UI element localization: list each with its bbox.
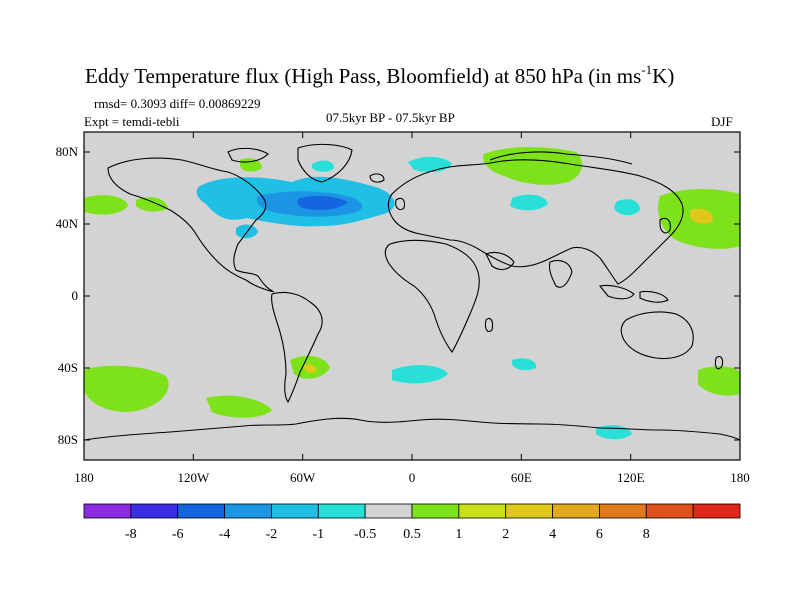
scandinavia-positive — [483, 147, 583, 185]
y-tick-label: 0 — [72, 288, 79, 303]
y-tick-label: 80N — [56, 144, 79, 159]
new-guinea-coast — [639, 290, 669, 303]
colorbar-label: 8 — [643, 527, 650, 542]
x-tick-label: 0 — [409, 470, 416, 485]
south-pacific-east-positive — [206, 395, 272, 418]
greenland-coast — [297, 143, 353, 183]
colorbar-swatch — [177, 503, 225, 519]
coastlines — [83, 143, 741, 441]
colorbar-swatch — [505, 503, 553, 519]
colorbar-swatch — [364, 503, 413, 519]
colorbar-swatch — [692, 503, 741, 519]
colorbar-label: -1 — [312, 527, 324, 542]
arctic-islands-coast — [227, 147, 269, 163]
east-asia-negative — [614, 199, 640, 216]
stats-label: rmsd= 0.3093 diff= 0.00869229 — [94, 96, 260, 111]
map-panel: 80N 40N 0 40S 80S 180 120W 60W 0 60E 120E 180 — [56, 131, 750, 485]
y-tick-label: 40S — [58, 360, 78, 375]
eurasia-coast — [387, 159, 684, 285]
figure-title: Eddy Temperature flux (High Pass, Bloomf… — [85, 62, 674, 88]
colorbar-label: -4 — [219, 527, 231, 542]
greenland-negative — [312, 160, 334, 172]
north-pacific-positive-core — [690, 208, 713, 224]
japan-coast — [659, 217, 671, 234]
colorbar-label: -2 — [266, 527, 278, 542]
south-pacific-positive — [84, 365, 169, 412]
colorbar-swatch — [458, 503, 507, 519]
x-tick-label: 120W — [177, 470, 210, 485]
madagascar-coast — [484, 317, 494, 333]
colorbar: -8 -6 -4 -2 -1 -0.5 0.5 1 2 4 6 8 — [83, 503, 741, 542]
new-zealand-coast — [714, 355, 724, 370]
south-atlantic-negative — [392, 365, 448, 384]
colorbar-swatch — [317, 503, 366, 519]
british-isles-coast — [395, 197, 406, 211]
colorbar-swatch — [224, 503, 272, 519]
north-pacific-east-positive — [136, 197, 168, 212]
iceland-coast — [369, 173, 385, 183]
colorbar-label: -6 — [172, 527, 184, 542]
x-tick-label: 180 — [74, 470, 94, 485]
colorbar-label: 4 — [549, 527, 556, 542]
colorbar-label: 6 — [596, 527, 603, 542]
australia-coast — [620, 311, 694, 360]
colorbar-label: -0.5 — [354, 527, 376, 542]
x-tick-label: 60E — [511, 470, 532, 485]
experiment-label: Expt = temdi-tebli — [84, 114, 180, 129]
indonesia-coast — [598, 284, 635, 300]
india-coast — [548, 259, 573, 288]
colorbar-label: 0.5 — [403, 527, 421, 542]
antarctica-coast — [83, 417, 741, 441]
arabia-coast — [485, 251, 515, 271]
anomaly-shading — [84, 147, 740, 440]
tasman-positive — [698, 366, 740, 396]
colorbar-swatch — [83, 503, 132, 519]
colorbar-swatch — [645, 503, 694, 519]
colorbar-swatch — [552, 503, 600, 519]
colorbar-label: 2 — [502, 527, 509, 542]
map-background — [84, 132, 740, 460]
x-tick-label: 180 — [730, 470, 750, 485]
arctic-eurasia-coast — [489, 151, 633, 165]
colorbar-label: 1 — [455, 527, 462, 542]
colorbar-label: -8 — [125, 527, 137, 542]
argentina-positive-core — [304, 364, 317, 373]
y-tick-label: 80S — [58, 432, 78, 447]
period-label: 07.5kyr BP - 07.5kyr BP — [326, 110, 455, 125]
season-label: DJF — [711, 114, 733, 129]
south-america-coast — [271, 291, 323, 404]
x-tick-label: 60W — [290, 470, 316, 485]
north-america-coast — [107, 157, 275, 293]
colorbar-swatch — [130, 503, 179, 519]
colorbar-swatch — [599, 503, 647, 519]
north-atlantic-negative-peak — [297, 195, 348, 210]
x-tick-label: 120E — [617, 470, 645, 485]
y-tick-label: 40N — [56, 216, 79, 231]
colorbar-swatch — [271, 503, 319, 519]
colorbar-swatch — [411, 503, 460, 519]
y-axis: 80N 40N 0 40S 80S — [56, 144, 740, 447]
west-pacific-positive — [84, 195, 128, 215]
x-axis: 180 120W 60W 0 60E 120E 180 — [74, 132, 750, 485]
siberia-negative — [510, 194, 548, 211]
africa-coast — [384, 239, 480, 353]
south-indian-negative — [512, 358, 537, 371]
